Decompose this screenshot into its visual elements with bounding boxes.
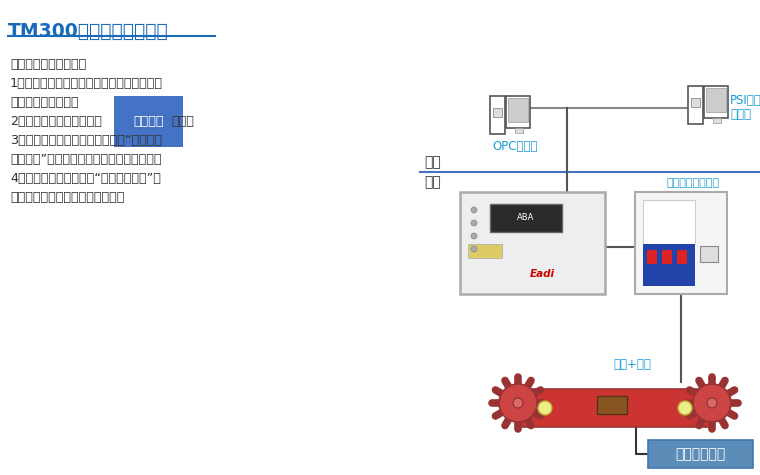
Text: 3、采煤机电控系统配套有专用的“采煤机远: 3、采煤机电控系统配套有专用的“采煤机远 <box>10 134 162 147</box>
Bar <box>515 128 523 133</box>
Text: （大唐解决方案）；: （大唐解决方案）； <box>10 96 78 109</box>
Text: 自动拖揽装置: 自动拖揽装置 <box>675 447 725 461</box>
Text: 采煤机自动功能介绍：: 采煤机自动功能介绍： <box>10 58 86 71</box>
Bar <box>597 396 627 414</box>
Bar <box>713 118 721 123</box>
Bar <box>688 86 703 124</box>
Bar <box>691 98 700 107</box>
Text: 采煤机远程操作筱: 采煤机远程操作筱 <box>667 178 720 188</box>
Circle shape <box>471 246 477 252</box>
Circle shape <box>693 384 731 422</box>
Bar <box>506 96 530 128</box>
Bar <box>704 86 728 118</box>
Circle shape <box>499 384 537 422</box>
Text: 地面: 地面 <box>424 155 441 169</box>
Text: Eadi: Eadi <box>530 269 555 279</box>
Text: 气接口，配合自动拖缆装置工作。: 气接口，配合自动拖缆装置工作。 <box>10 191 125 204</box>
Text: 4、采煤机电控系统预留“自动拖揽装置”电: 4、采煤机电控系统预留“自动拖揽装置”电 <box>10 172 161 185</box>
Bar <box>490 96 505 134</box>
Bar <box>643 200 695 244</box>
Circle shape <box>471 220 477 226</box>
Bar <box>643 244 695 286</box>
Circle shape <box>471 233 477 239</box>
Text: 井下: 井下 <box>424 175 441 189</box>
FancyBboxPatch shape <box>518 389 713 427</box>
Bar <box>490 204 562 232</box>
Circle shape <box>678 401 692 415</box>
Bar <box>706 88 726 112</box>
Bar <box>493 108 502 117</box>
Bar <box>700 246 718 262</box>
Text: 无线+有线: 无线+有线 <box>613 358 651 371</box>
Bar <box>635 192 727 294</box>
Bar <box>648 440 753 468</box>
Text: 1、采煤机利用有线加无线的方式进行数上传: 1、采煤机利用有线加无线的方式进行数上传 <box>10 77 163 90</box>
Bar <box>508 98 528 122</box>
Text: 或其他: 或其他 <box>730 108 751 121</box>
Bar <box>677 250 687 264</box>
Circle shape <box>538 401 552 415</box>
Text: TM300煎机电控系统方案: TM300煎机电控系统方案 <box>8 22 169 41</box>
Bar <box>460 192 605 294</box>
Bar <box>662 250 672 264</box>
Text: 程序；: 程序； <box>172 115 195 128</box>
Text: 2、采煤机电控系统内部有: 2、采煤机电控系统内部有 <box>10 115 102 128</box>
Circle shape <box>471 207 477 213</box>
Circle shape <box>707 398 717 408</box>
Circle shape <box>513 398 523 408</box>
Bar <box>647 250 657 264</box>
Text: OPC服务器: OPC服务器 <box>492 140 537 153</box>
Text: 程操作筱”可以利用摄像头远程操作采煤机；: 程操作筱”可以利用摄像头远程操作采煤机； <box>10 153 161 166</box>
Text: 记忆截割: 记忆截割 <box>134 115 164 128</box>
Text: 控制台位置: 控制台位置 <box>676 192 710 202</box>
Text: ABA: ABA <box>518 213 535 222</box>
Bar <box>468 244 502 258</box>
Text: PSI系统: PSI系统 <box>730 94 760 107</box>
